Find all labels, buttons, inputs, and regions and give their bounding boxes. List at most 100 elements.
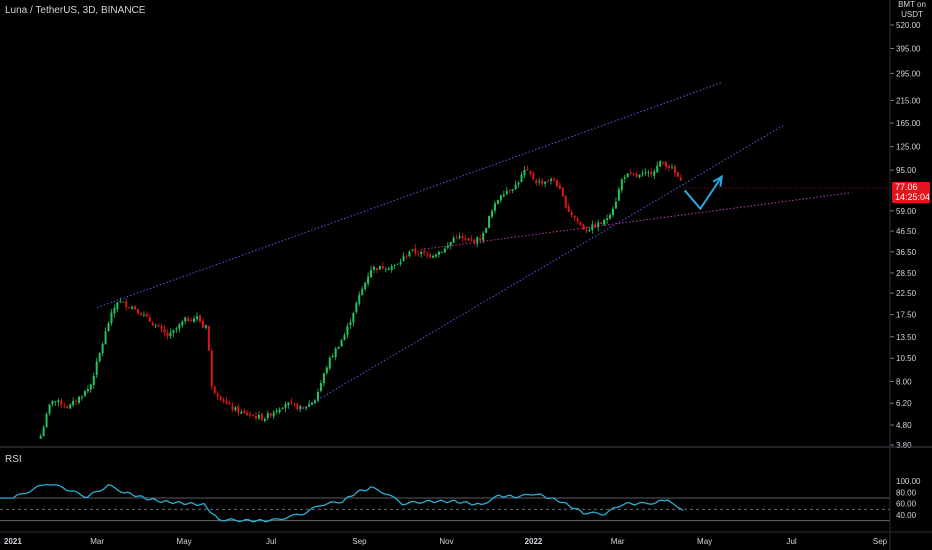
projection-arrow[interactable] xyxy=(683,176,723,211)
candle-body xyxy=(373,267,376,270)
upper-channel-line[interactable] xyxy=(96,82,722,309)
candle-body xyxy=(278,409,281,413)
candle-body xyxy=(75,400,78,402)
candle-body xyxy=(207,325,210,351)
candle-body xyxy=(588,229,591,232)
price-tick-label: 95.00 xyxy=(896,166,917,175)
candle-body xyxy=(614,201,617,209)
candle-body xyxy=(296,403,299,410)
candle-body xyxy=(573,215,576,218)
candle-body xyxy=(48,404,51,414)
trendlines-layer[interactable] xyxy=(96,82,890,410)
candle-body xyxy=(60,400,63,406)
candle-body xyxy=(346,326,349,336)
candle-body xyxy=(485,228,488,233)
candle-body xyxy=(432,255,435,258)
candle-body xyxy=(78,396,81,403)
candle-body xyxy=(305,406,308,409)
candle-body xyxy=(393,264,396,266)
price-tick-label: 4.80 xyxy=(896,421,912,430)
candle-body xyxy=(414,248,417,254)
candle-body xyxy=(482,233,485,241)
candle-body xyxy=(316,391,319,401)
candle-body xyxy=(119,301,122,303)
candle-body xyxy=(449,242,452,246)
candle-body xyxy=(163,329,166,333)
candle-body xyxy=(249,414,252,416)
candle-body xyxy=(361,288,364,296)
candle-body xyxy=(104,331,107,345)
price-tick-label: 125.00 xyxy=(896,143,921,152)
candle-body xyxy=(570,212,573,216)
candle-body xyxy=(558,185,561,189)
candle-body xyxy=(629,172,632,174)
candle-body xyxy=(213,386,216,393)
candle-body xyxy=(172,330,175,333)
candle-body xyxy=(63,406,66,408)
candle-body xyxy=(246,412,249,416)
candle-body xyxy=(644,172,647,173)
candle-body xyxy=(137,309,140,314)
candle-body xyxy=(255,415,258,419)
candle-body xyxy=(216,393,219,397)
candle-body xyxy=(181,321,184,326)
price-tick-label: 6.20 xyxy=(896,399,912,408)
candle-body xyxy=(517,182,520,185)
time-tick-label: May xyxy=(697,537,712,546)
candle-body xyxy=(443,248,446,253)
candle-body xyxy=(420,251,423,255)
candle-body xyxy=(122,301,125,303)
candle-body xyxy=(402,256,405,261)
candle-body xyxy=(561,187,564,197)
candle-body xyxy=(340,340,343,347)
candle-body xyxy=(635,173,638,177)
candle-body xyxy=(594,223,597,228)
candle-body xyxy=(502,194,505,197)
candle-body xyxy=(499,195,502,201)
support-trendline[interactable] xyxy=(420,192,852,251)
candle-body xyxy=(349,321,352,326)
projection-arrowhead[interactable] xyxy=(712,174,723,187)
candle-body xyxy=(352,313,355,323)
candle-body xyxy=(45,414,48,428)
candle-body xyxy=(544,181,547,184)
candle-body xyxy=(411,249,414,251)
time-tick-label: Mar xyxy=(90,537,104,546)
candle-body xyxy=(86,389,89,392)
time-axis[interactable]: 2021 Mar May Jul Sep Nov 2022 Mar May Jul Sep xyxy=(4,537,888,546)
price-tick-label: 36.50 xyxy=(896,248,917,257)
candle-body xyxy=(387,268,390,271)
candle-body xyxy=(579,222,582,225)
candle-body xyxy=(128,307,131,308)
price-axis[interactable]: 520.00 395.00 295.00 215.00 165.00 125.00 95.0… xyxy=(890,21,921,520)
candle-body xyxy=(54,401,57,402)
bar-countdown: 14:25:04 xyxy=(895,192,931,203)
candle-body xyxy=(343,334,346,341)
time-tick-label: Mar xyxy=(611,537,625,546)
candle-body xyxy=(437,251,440,255)
price-tick-label: 395.00 xyxy=(896,44,921,53)
candle-body xyxy=(597,222,600,228)
candle-body xyxy=(464,238,467,240)
price-tick-label: 295.00 xyxy=(896,69,921,78)
candle-body xyxy=(653,171,656,176)
rsi-tick-label: 80.00 xyxy=(896,488,917,497)
candle-body xyxy=(390,266,393,270)
candle-body xyxy=(196,316,199,320)
candle-body xyxy=(322,373,325,384)
candle-body xyxy=(66,406,69,409)
candle-body xyxy=(455,237,458,239)
rsi-tick-label: 60.00 xyxy=(896,500,917,509)
candle-body xyxy=(641,173,644,175)
candle-body xyxy=(39,436,42,439)
candle-body xyxy=(514,184,517,190)
candle-body xyxy=(541,180,544,184)
candle-body xyxy=(178,324,181,329)
time-tick-label: 2022 xyxy=(525,537,543,546)
candle-body xyxy=(662,162,665,164)
candle-body xyxy=(488,215,491,228)
candle-body xyxy=(547,181,550,183)
candle-body xyxy=(175,328,178,330)
candle-body xyxy=(479,238,482,241)
